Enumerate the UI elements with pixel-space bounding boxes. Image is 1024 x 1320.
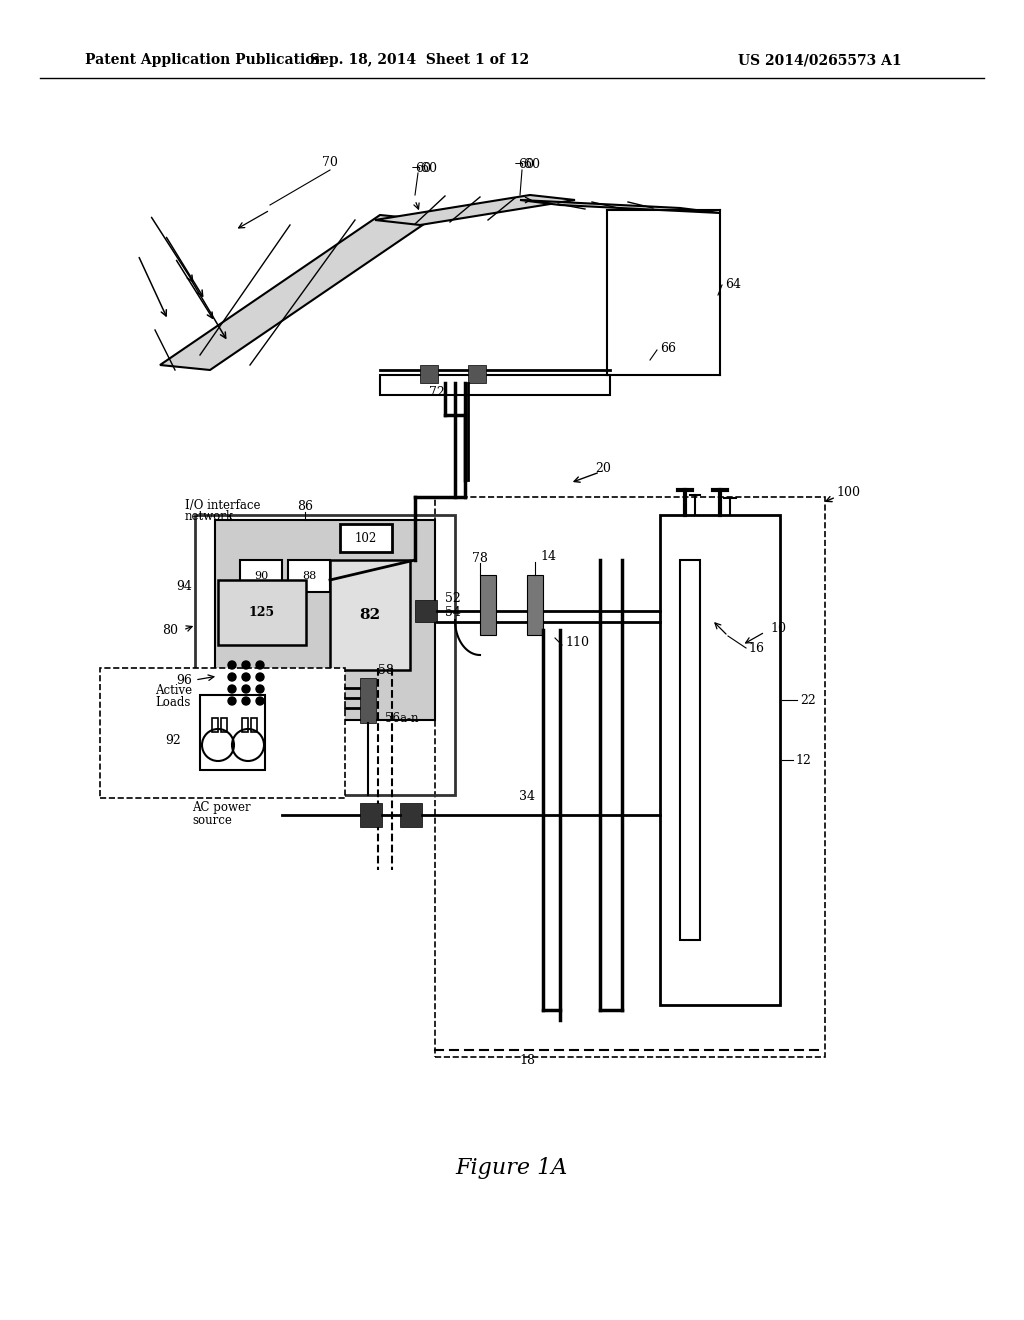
Bar: [660, 515, 780, 1005]
Text: 20: 20: [595, 462, 611, 474]
Polygon shape: [160, 215, 430, 370]
Text: $\neg$60: $\neg$60: [513, 157, 541, 172]
Bar: [435, 498, 825, 1057]
Text: 16: 16: [748, 642, 764, 655]
Bar: [415, 601, 437, 622]
Text: 60: 60: [415, 161, 431, 174]
Circle shape: [242, 661, 250, 669]
Circle shape: [256, 697, 264, 705]
Bar: [330, 560, 410, 671]
Text: 58: 58: [378, 664, 394, 676]
Text: 66: 66: [660, 342, 676, 355]
Bar: [360, 803, 382, 828]
Text: 64: 64: [725, 279, 741, 292]
Text: 94: 94: [176, 581, 193, 594]
Bar: [242, 718, 248, 733]
Text: US 2014/0265573 A1: US 2014/0265573 A1: [738, 53, 902, 67]
Text: Figure 1A: Figure 1A: [456, 1158, 568, 1179]
Circle shape: [256, 685, 264, 693]
Bar: [480, 576, 496, 635]
Bar: [251, 718, 257, 733]
Bar: [218, 579, 306, 645]
Polygon shape: [520, 201, 720, 213]
Text: 96: 96: [176, 673, 193, 686]
Text: 102: 102: [355, 532, 377, 544]
Bar: [240, 560, 282, 591]
Text: 10: 10: [770, 622, 786, 635]
Circle shape: [228, 673, 236, 681]
Text: Sep. 18, 2014  Sheet 1 of 12: Sep. 18, 2014 Sheet 1 of 12: [310, 53, 529, 67]
Bar: [200, 696, 265, 770]
Text: 22: 22: [800, 693, 816, 706]
Circle shape: [228, 697, 236, 705]
Bar: [288, 560, 330, 591]
Bar: [400, 803, 422, 828]
Text: 56a-n: 56a-n: [385, 711, 419, 725]
Circle shape: [242, 697, 250, 705]
Text: 110: 110: [565, 635, 589, 648]
Text: AC power: AC power: [193, 801, 251, 814]
Text: I/O interface: I/O interface: [185, 499, 260, 511]
Bar: [380, 375, 610, 395]
Text: network: network: [185, 511, 234, 524]
Polygon shape: [375, 195, 575, 224]
Bar: [468, 366, 486, 383]
Text: 86: 86: [297, 500, 313, 513]
Bar: [215, 520, 435, 719]
Bar: [680, 560, 700, 940]
Circle shape: [242, 685, 250, 693]
Text: 12: 12: [795, 754, 811, 767]
Bar: [221, 718, 227, 733]
Text: 34: 34: [519, 789, 535, 803]
Text: 90: 90: [254, 572, 268, 581]
Text: 78: 78: [472, 552, 488, 565]
Text: 88: 88: [302, 572, 316, 581]
Bar: [340, 524, 392, 552]
Circle shape: [256, 673, 264, 681]
Text: 54: 54: [445, 606, 461, 619]
Text: 60: 60: [518, 157, 534, 170]
Bar: [420, 366, 438, 383]
Text: 72: 72: [429, 387, 444, 400]
Circle shape: [242, 673, 250, 681]
Text: 70: 70: [323, 157, 338, 169]
Text: $\neg$60: $\neg$60: [410, 161, 437, 176]
Bar: [360, 678, 376, 723]
Text: 80: 80: [162, 623, 178, 636]
Text: 82: 82: [359, 609, 381, 622]
Bar: [100, 668, 345, 799]
Bar: [527, 576, 543, 635]
Text: 100: 100: [836, 486, 860, 499]
Text: 125: 125: [249, 606, 275, 619]
Circle shape: [228, 661, 236, 669]
Text: source: source: [193, 813, 231, 826]
Text: Active: Active: [155, 684, 193, 697]
Bar: [195, 515, 455, 795]
Text: Patent Application Publication: Patent Application Publication: [85, 53, 325, 67]
Text: Loads: Loads: [155, 696, 190, 709]
Text: 18: 18: [519, 1053, 535, 1067]
Text: 52: 52: [445, 591, 461, 605]
Text: 92: 92: [165, 734, 181, 747]
Bar: [212, 718, 218, 733]
Circle shape: [256, 661, 264, 669]
Circle shape: [228, 685, 236, 693]
Text: 14: 14: [540, 550, 556, 564]
